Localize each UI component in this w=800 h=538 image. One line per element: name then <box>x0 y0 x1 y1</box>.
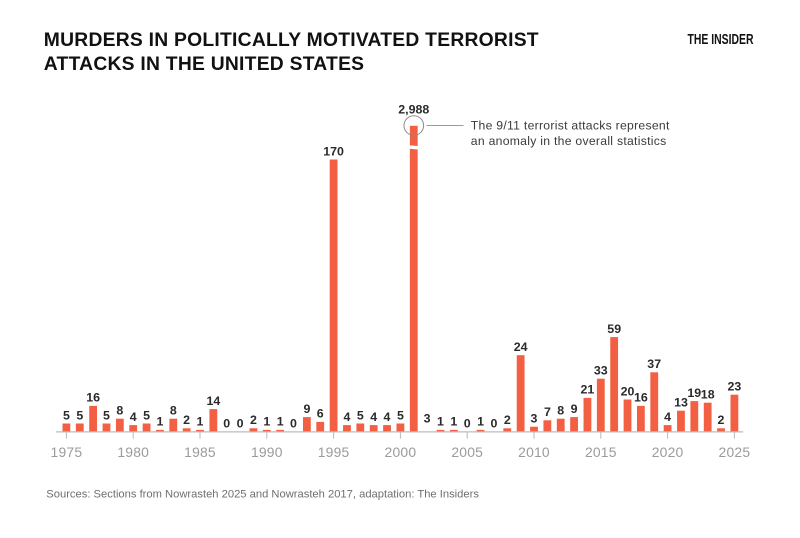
svg-text:8: 8 <box>170 404 177 418</box>
svg-text:2025: 2025 <box>719 444 751 460</box>
svg-text:1975: 1975 <box>51 444 83 460</box>
svg-text:1995: 1995 <box>318 444 350 460</box>
svg-text:59: 59 <box>607 322 621 336</box>
svg-text:4: 4 <box>370 410 377 424</box>
svg-text:1: 1 <box>277 415 284 429</box>
svg-text:16: 16 <box>634 391 648 405</box>
svg-text:2,988: 2,988 <box>398 102 429 116</box>
svg-text:1: 1 <box>477 415 484 429</box>
svg-text:1985: 1985 <box>184 444 216 460</box>
svg-text:2015: 2015 <box>585 444 617 460</box>
svg-text:2005: 2005 <box>451 444 483 460</box>
svg-text:6: 6 <box>317 407 324 421</box>
svg-text:1: 1 <box>437 415 444 429</box>
svg-text:13: 13 <box>674 396 688 410</box>
svg-text:5: 5 <box>357 408 364 422</box>
svg-text:1980: 1980 <box>117 444 149 460</box>
svg-text:14: 14 <box>207 394 221 408</box>
svg-text:an anomaly in the overall stat: an anomaly in the overall statistics <box>471 134 667 148</box>
svg-text:2: 2 <box>250 413 257 427</box>
svg-text:0: 0 <box>237 416 244 430</box>
svg-text:4: 4 <box>384 410 391 424</box>
svg-text:3: 3 <box>531 412 538 426</box>
svg-text:2: 2 <box>718 413 725 427</box>
svg-text:5: 5 <box>63 408 70 422</box>
svg-text:0: 0 <box>290 416 297 430</box>
svg-text:1: 1 <box>156 415 163 429</box>
svg-text:2000: 2000 <box>385 444 417 460</box>
svg-text:24: 24 <box>514 340 528 354</box>
svg-text:33: 33 <box>594 364 608 378</box>
svg-text:21: 21 <box>581 383 595 397</box>
svg-text:19: 19 <box>687 386 701 400</box>
svg-text:8: 8 <box>557 404 564 418</box>
svg-text:8: 8 <box>116 404 123 418</box>
svg-text:5: 5 <box>397 408 404 422</box>
svg-text:9: 9 <box>571 402 578 416</box>
svg-text:4: 4 <box>130 410 137 424</box>
svg-text:MURDERS IN POLITICALLY MOTIVAT: MURDERS IN POLITICALLY MOTIVATED TERRORI… <box>44 30 539 51</box>
svg-text:9: 9 <box>303 402 310 416</box>
svg-text:23: 23 <box>728 380 742 394</box>
svg-text:THE INSIDER: THE INSIDER <box>688 30 754 47</box>
svg-text:18: 18 <box>701 388 715 402</box>
svg-text:2: 2 <box>504 413 511 427</box>
svg-text:1: 1 <box>263 415 270 429</box>
svg-text:ATTACKS IN THE UNITED STATES: ATTACKS IN THE UNITED STATES <box>44 54 365 75</box>
svg-text:1: 1 <box>197 415 204 429</box>
svg-text:Sources: Sections from Nowrast: Sources: Sections from Nowrasteh 2025 an… <box>46 489 479 501</box>
svg-text:1990: 1990 <box>251 444 283 460</box>
svg-text:1: 1 <box>450 415 457 429</box>
svg-text:0: 0 <box>223 416 230 430</box>
svg-text:0: 0 <box>490 416 497 430</box>
svg-text:7: 7 <box>544 405 551 419</box>
svg-text:4: 4 <box>344 410 351 424</box>
svg-text:170: 170 <box>323 144 344 158</box>
svg-text:20: 20 <box>621 384 635 398</box>
svg-text:0: 0 <box>464 416 471 430</box>
svg-text:2: 2 <box>183 413 190 427</box>
svg-text:3: 3 <box>424 412 431 426</box>
svg-text:5: 5 <box>76 408 83 422</box>
svg-text:37: 37 <box>647 357 661 371</box>
svg-text:4: 4 <box>664 410 671 424</box>
svg-text:5: 5 <box>143 408 150 422</box>
svg-text:16: 16 <box>86 391 100 405</box>
svg-text:2010: 2010 <box>518 444 550 460</box>
svg-text:5: 5 <box>103 408 110 422</box>
svg-text:2020: 2020 <box>652 444 684 460</box>
svg-text:The 9/11 terrorist attacks rep: The 9/11 terrorist attacks represent <box>471 119 670 133</box>
